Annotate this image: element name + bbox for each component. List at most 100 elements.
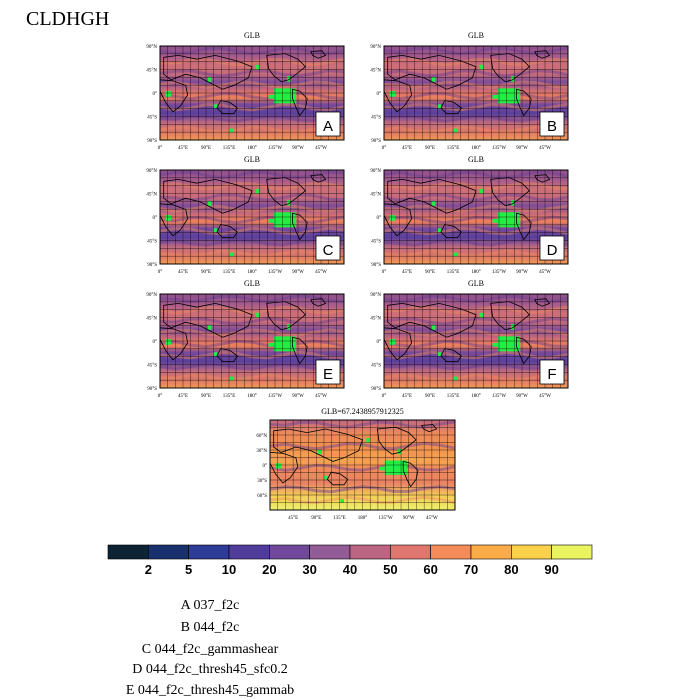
- missing-cell: [379, 466, 385, 471]
- colorbar-level-label: 5: [185, 562, 192, 577]
- case-legend-entry: C 044_f2c_gammashear: [141, 642, 279, 657]
- colorbar-level-label: 2: [145, 562, 152, 577]
- panel-frame: [269, 419, 456, 511]
- coastline: [383, 327, 413, 361]
- missing-cell: [165, 91, 172, 97]
- map-panel-4: D: [383, 169, 569, 265]
- coastline: [310, 50, 327, 59]
- missing-cell: [165, 215, 172, 221]
- missing-cell: [165, 339, 172, 345]
- lon-tick-label: 180°: [247, 270, 257, 275]
- coastline: [292, 212, 308, 241]
- colorbar-level-label: 30: [302, 562, 316, 577]
- coastline: [292, 336, 308, 365]
- panel-label-box: [315, 359, 341, 385]
- panel-frame: [159, 45, 345, 141]
- lat-tick-label: 60°S: [257, 494, 267, 499]
- lat-tick-label: 30°N: [256, 449, 267, 454]
- case-legend-entry: D 044_f2c_thresh45_sfc0.2: [132, 662, 288, 677]
- colorbar-swatch: [309, 544, 351, 560]
- missing-cell: [207, 325, 212, 330]
- missing-cell: [340, 499, 344, 503]
- missing-cell: [510, 76, 515, 82]
- lon-tick-label: 180°: [471, 270, 481, 275]
- panel-label-box: [315, 235, 341, 261]
- panel-title: GLB: [244, 31, 260, 40]
- missing-cell: [389, 339, 396, 345]
- panel-label-box: [539, 359, 565, 385]
- missing-cell: [274, 212, 297, 228]
- coastline: [387, 178, 477, 214]
- lon-tick-label: 180°: [471, 146, 481, 151]
- map-panel-7: [269, 419, 456, 511]
- colorbar-level-label: 20: [262, 562, 276, 577]
- colorbar-level-label: 10: [222, 562, 236, 577]
- lat-tick-label: 0°: [153, 340, 158, 345]
- colorbar-swatch: [430, 544, 472, 560]
- missing-cell: [229, 376, 234, 381]
- missing-cell: [453, 128, 458, 133]
- lat-tick-label: 90°S: [371, 263, 381, 268]
- colorbar-swatch: [390, 544, 431, 560]
- reference-panel-title: GLB=67.2438957912325: [321, 407, 404, 416]
- missing-cell: [213, 104, 218, 109]
- coastline: [534, 298, 551, 307]
- lat-tick-label: 0°: [153, 216, 158, 221]
- lon-tick-label: 90°W: [516, 394, 528, 399]
- lat-tick-label: 45°N: [146, 193, 157, 198]
- coastline: [516, 88, 532, 117]
- lon-tick-label: 45°E: [402, 270, 412, 275]
- panel-title: GLB: [244, 155, 260, 164]
- coastline: [163, 302, 253, 338]
- coastline: [159, 203, 189, 237]
- colorbar-level-label: 70: [464, 562, 478, 577]
- lon-tick-label: 135°W: [268, 394, 282, 399]
- coastline: [421, 424, 438, 433]
- lon-tick-label: 135°E: [447, 270, 460, 275]
- coastline: [376, 426, 417, 455]
- lon-tick-label: 90°E: [311, 516, 321, 521]
- lat-tick-label: 90°N: [370, 293, 381, 298]
- lat-tick-label: 45°N: [146, 317, 157, 322]
- lon-tick-label: 45°W: [539, 270, 551, 275]
- panel-label: E: [323, 366, 333, 383]
- missing-cell: [323, 475, 328, 480]
- missing-cell: [492, 94, 499, 99]
- lat-tick-label: 90°S: [147, 387, 157, 392]
- coastline: [266, 301, 306, 331]
- colorbar-swatch: [107, 544, 149, 560]
- lat-tick-label: 45°N: [370, 193, 381, 198]
- panel-title: GLB: [244, 279, 260, 288]
- lon-tick-label: 180°: [247, 146, 257, 151]
- lat-tick-label: 90°S: [147, 139, 157, 144]
- colorbar-level-label: 80: [504, 562, 518, 577]
- colorbar-swatch: [148, 544, 189, 560]
- panel-title: GLB: [468, 155, 484, 164]
- lat-tick-label: 90°S: [371, 139, 381, 144]
- missing-cell: [498, 88, 521, 104]
- colorbar-level-label: 90: [544, 562, 558, 577]
- case-legend-entry: E 044_f2c_thresh45_gammab: [125, 683, 295, 698]
- missing-cell: [275, 463, 282, 469]
- panel-frame: [383, 45, 569, 141]
- lat-tick-label: 90°S: [371, 387, 381, 392]
- missing-cell: [213, 352, 218, 357]
- lon-tick-label: 45°W: [426, 516, 438, 521]
- lon-tick-label: 180°: [247, 394, 257, 399]
- missing-cell: [207, 77, 212, 82]
- missing-cell: [268, 218, 275, 223]
- lat-tick-label: 45°S: [147, 364, 157, 369]
- lon-tick-label: 90°E: [425, 146, 435, 151]
- missing-cell: [366, 438, 370, 443]
- panel-title: GLB: [468, 31, 484, 40]
- coastline: [383, 203, 413, 237]
- lon-tick-label: 135°E: [223, 394, 236, 399]
- missing-cell: [255, 312, 260, 318]
- lon-tick-label: 135°W: [268, 270, 282, 275]
- coastline: [163, 178, 253, 214]
- panel-label: C: [323, 242, 334, 259]
- missing-cell: [479, 188, 484, 194]
- coastline: [387, 302, 477, 338]
- lon-tick-label: 135°W: [492, 394, 506, 399]
- missing-cell: [213, 228, 218, 233]
